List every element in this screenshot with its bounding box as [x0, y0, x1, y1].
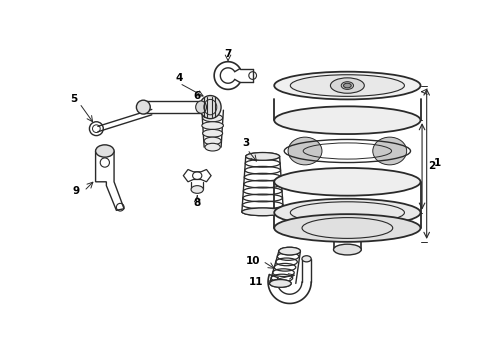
Ellipse shape — [274, 168, 420, 195]
Ellipse shape — [343, 83, 351, 88]
Ellipse shape — [199, 95, 221, 119]
Ellipse shape — [274, 72, 420, 99]
Text: 11: 11 — [249, 277, 264, 287]
Text: 10: 10 — [246, 256, 261, 266]
Ellipse shape — [279, 247, 300, 255]
Ellipse shape — [242, 208, 284, 216]
Ellipse shape — [205, 143, 220, 151]
Ellipse shape — [202, 122, 223, 130]
Ellipse shape — [290, 75, 404, 96]
Ellipse shape — [274, 199, 420, 226]
Ellipse shape — [204, 137, 221, 145]
Text: 6: 6 — [194, 91, 201, 100]
Ellipse shape — [274, 214, 420, 242]
Text: 3: 3 — [242, 138, 249, 148]
Ellipse shape — [288, 137, 322, 165]
Text: 4: 4 — [176, 73, 183, 83]
Text: 5: 5 — [71, 94, 77, 104]
Text: 9: 9 — [73, 186, 80, 196]
Ellipse shape — [274, 106, 420, 134]
Ellipse shape — [191, 186, 203, 193]
Ellipse shape — [334, 244, 361, 255]
Ellipse shape — [341, 82, 354, 89]
Text: 1: 1 — [434, 158, 441, 168]
Ellipse shape — [196, 101, 206, 113]
Ellipse shape — [205, 106, 220, 114]
Ellipse shape — [330, 78, 365, 93]
Text: 2: 2 — [428, 161, 435, 171]
Ellipse shape — [203, 114, 222, 122]
Ellipse shape — [96, 145, 114, 157]
Text: 8: 8 — [194, 198, 201, 208]
Ellipse shape — [302, 256, 311, 262]
Ellipse shape — [203, 130, 222, 137]
Ellipse shape — [270, 280, 291, 287]
Ellipse shape — [136, 100, 150, 114]
Ellipse shape — [246, 153, 280, 160]
Ellipse shape — [373, 137, 407, 165]
Text: 7: 7 — [224, 49, 232, 59]
